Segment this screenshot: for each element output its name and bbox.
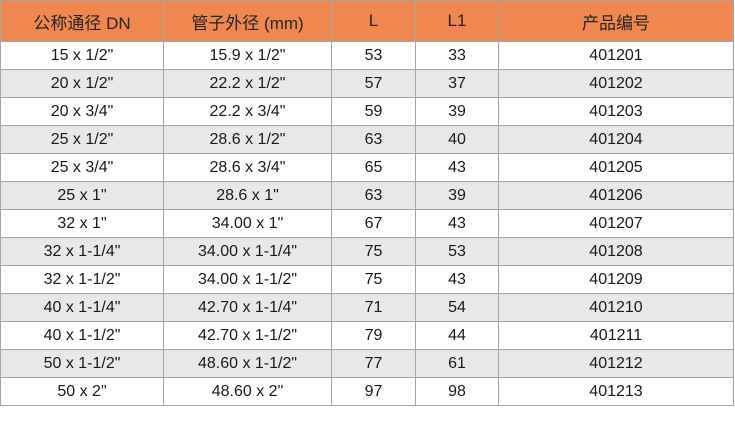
table-row: 32 x 1-1/2" 34.00 x 1-1/2" 75 43 401209 <box>0 265 734 294</box>
table-row: 40 x 1-1/2" 42.70 x 1-1/2" 79 44 401211 <box>0 321 734 350</box>
table-cell: 20 x 3/4" <box>0 97 164 126</box>
table-row: 25 x 1" 28.6 x 1" 63 39 401206 <box>0 181 734 210</box>
table-cell: 401204 <box>498 125 734 154</box>
table-cell: 40 <box>415 125 499 154</box>
table-cell: 401208 <box>498 237 734 266</box>
table-cell: 22.2 x 1/2" <box>163 69 332 98</box>
table-cell: 97 <box>331 377 416 406</box>
table-cell: 28.6 x 3/4" <box>163 153 332 182</box>
table-cell: 75 <box>331 265 416 294</box>
table-cell: 401207 <box>498 209 734 238</box>
table-cell: 34.00 x 1-1/2" <box>163 265 332 294</box>
table-cell: 53 <box>331 41 416 70</box>
table-row: 50 x 1-1/2" 48.60 x 1-1/2" 77 61 401212 <box>0 349 734 378</box>
table-cell: 63 <box>331 181 416 210</box>
table-cell: 43 <box>415 209 499 238</box>
table-cell: 44 <box>415 321 499 350</box>
table-cell: 43 <box>415 265 499 294</box>
table-cell: 34.00 x 1-1/4" <box>163 237 332 266</box>
product-spec-table: 公称通径 DN 管子外径 (mm) L L1 产品编号 15 x 1/2" 15.9 x … <box>0 0 734 406</box>
table-cell: 15.9 x 1/2" <box>163 41 332 70</box>
table-cell: 32 x 1-1/4" <box>0 237 164 266</box>
table-cell: 401206 <box>498 181 734 210</box>
table-cell: 28.6 x 1/2" <box>163 125 332 154</box>
table-cell: 401210 <box>498 293 734 322</box>
table-cell: 34.00 x 1" <box>163 209 332 238</box>
table-cell: 25 x 3/4" <box>0 153 164 182</box>
table-cell: 42.70 x 1-1/4" <box>163 293 332 322</box>
table-cell: 401202 <box>498 69 734 98</box>
table-row: 20 x 3/4" 22.2 x 3/4" 59 39 401203 <box>0 97 734 126</box>
table-cell: 75 <box>331 237 416 266</box>
table-body: 15 x 1/2" 15.9 x 1/2" 53 33 401201 20 x 1/2" 2… <box>0 41 734 406</box>
table-cell: 50 x 1-1/2" <box>0 349 164 378</box>
table-cell: 15 x 1/2" <box>0 41 164 70</box>
table-cell: 48.60 x 2" <box>163 377 332 406</box>
table-cell: 401203 <box>498 97 734 126</box>
table-row: 40 x 1-1/4" 42.70 x 1-1/4" 71 54 401210 <box>0 293 734 322</box>
table-cell: 401213 <box>498 377 734 406</box>
table-cell: 40 x 1-1/2" <box>0 321 164 350</box>
table-cell: 25 x 1" <box>0 181 164 210</box>
table-cell: 98 <box>415 377 499 406</box>
table-header: 公称通径 DN 管子外径 (mm) L L1 产品编号 <box>0 0 734 42</box>
table-cell: 37 <box>415 69 499 98</box>
table-cell: 67 <box>331 209 416 238</box>
table-cell: 40 x 1-1/4" <box>0 293 164 322</box>
table-cell: 39 <box>415 97 499 126</box>
table-cell: 32 x 1-1/2" <box>0 265 164 294</box>
table-cell: 42.70 x 1-1/2" <box>163 321 332 350</box>
table-cell: 57 <box>331 69 416 98</box>
table-cell: 401209 <box>498 265 734 294</box>
table-cell: 22.2 x 3/4" <box>163 97 332 126</box>
table-cell: 48.60 x 1-1/2" <box>163 349 332 378</box>
table-row: 50 x 2" 48.60 x 2" 97 98 401213 <box>0 377 734 406</box>
table-cell: 77 <box>331 349 416 378</box>
column-header-3: L <box>331 0 416 42</box>
table-cell: 50 x 2" <box>0 377 164 406</box>
table-cell: 401205 <box>498 153 734 182</box>
table-cell: 28.6 x 1" <box>163 181 332 210</box>
table-cell: 20 x 1/2" <box>0 69 164 98</box>
table-cell: 61 <box>415 349 499 378</box>
table-cell: 63 <box>331 125 416 154</box>
table-cell: 65 <box>331 153 416 182</box>
table-cell: 33 <box>415 41 499 70</box>
table-row: 25 x 1/2" 28.6 x 1/2" 63 40 401204 <box>0 125 734 154</box>
column-header-5: 产品编号 <box>498 0 734 42</box>
table-cell: 43 <box>415 153 499 182</box>
table-cell: 79 <box>331 321 416 350</box>
table-cell: 39 <box>415 181 499 210</box>
column-header-4: L1 <box>415 0 499 42</box>
header-row: 公称通径 DN 管子外径 (mm) L L1 产品编号 <box>0 0 734 42</box>
table-row: 25 x 3/4" 28.6 x 3/4" 65 43 401205 <box>0 153 734 182</box>
table-cell: 25 x 1/2" <box>0 125 164 154</box>
table-row: 32 x 1-1/4" 34.00 x 1-1/4" 75 53 401208 <box>0 237 734 266</box>
table-cell: 59 <box>331 97 416 126</box>
table-cell: 54 <box>415 293 499 322</box>
table-row: 20 x 1/2" 22.2 x 1/2" 57 37 401202 <box>0 69 734 98</box>
table-cell: 401211 <box>498 321 734 350</box>
column-header-1: 公称通径 DN <box>0 0 164 42</box>
table-cell: 32 x 1" <box>0 209 164 238</box>
table-row: 15 x 1/2" 15.9 x 1/2" 53 33 401201 <box>0 41 734 70</box>
table-cell: 401212 <box>498 349 734 378</box>
table-cell: 53 <box>415 237 499 266</box>
table-row: 32 x 1" 34.00 x 1" 67 43 401207 <box>0 209 734 238</box>
table-cell: 71 <box>331 293 416 322</box>
table-cell: 401201 <box>498 41 734 70</box>
column-header-2: 管子外径 (mm) <box>163 0 332 42</box>
